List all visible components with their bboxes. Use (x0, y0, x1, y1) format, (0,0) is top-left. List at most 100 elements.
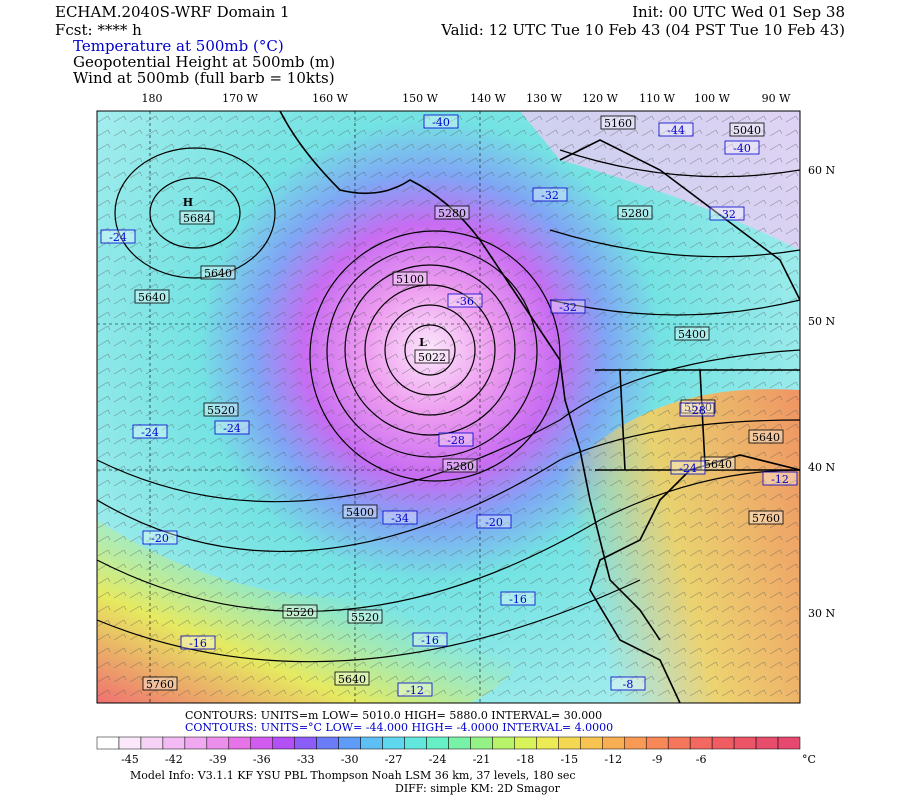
height-label: 5160 (604, 117, 632, 130)
colorbar-unit: °C (802, 753, 816, 766)
longitude-label: 140 W (470, 92, 506, 105)
colorbar-label: -36 (253, 753, 271, 766)
height-label: 5640 (204, 267, 232, 280)
temperature-label-box (500, 591, 536, 606)
height-label-box (142, 676, 178, 691)
field-temperature: Temperature at 500mb (°C) (73, 37, 284, 55)
colorbar-swatch (206, 736, 230, 750)
height-label: 5280 (438, 207, 466, 220)
colorbar-swatch (360, 736, 383, 750)
colorbar-swatch (755, 736, 779, 750)
colorbar-label: -30 (341, 753, 359, 766)
longitude-label: 120 W (582, 92, 618, 105)
colorbar-swatch (426, 736, 449, 750)
colorbar-label: -27 (385, 753, 403, 766)
temperature-label: -16 (421, 634, 439, 647)
temperature-label-box (412, 632, 448, 647)
init-time: Init: 00 UTC Wed 01 Sep 38 (632, 3, 845, 21)
colorbar-swatch (228, 736, 252, 750)
height-label-box (200, 265, 236, 280)
colorbar-label: -33 (297, 753, 315, 766)
temperature-label: -32 (559, 301, 577, 314)
field-wind: Wind at 500mb (full barb = 10kts) (73, 69, 335, 87)
longitude-label: 100 W (694, 92, 730, 105)
colorbar-swatch (624, 736, 647, 750)
height-label-box (414, 349, 450, 364)
colorbar-swatch (733, 736, 757, 750)
height-label-box (748, 429, 784, 444)
temperature-label-box (100, 229, 136, 244)
longitude-label: 170 W (222, 92, 258, 105)
height-label-box (334, 671, 370, 686)
diff-info: DIFF: simple KM: 2D Smagor (395, 782, 561, 795)
temperature-label: -24 (109, 231, 127, 244)
colorbar-label: -6 (696, 753, 707, 766)
height-label-box (748, 510, 784, 525)
temperature-label: -40 (733, 142, 751, 155)
colorbar-swatch (492, 736, 515, 750)
temperature-label-box (658, 122, 694, 137)
temperature-label: -32 (541, 189, 559, 202)
colorbar-swatch (96, 736, 120, 750)
longitude-label: 110 W (639, 92, 675, 105)
temperature-label-box (550, 299, 586, 314)
height-label: 5022 (418, 351, 446, 364)
height-label: 5280 (446, 460, 474, 473)
height-label-box (134, 289, 170, 304)
temperature-label: -28 (447, 434, 465, 447)
colorbar-swatch (777, 736, 801, 750)
height-label: 5400 (678, 328, 706, 341)
height-contour-info: CONTOURS: UNITS=m LOW= 5010.0 HIGH= 5880… (185, 709, 602, 722)
height-label-box (342, 504, 378, 519)
temperature-label: -12 (406, 684, 424, 697)
height-label: 5640 (704, 458, 732, 471)
colorbar-swatch (536, 736, 559, 750)
colorbar-swatch (689, 736, 713, 750)
temperature-label-box (709, 206, 745, 221)
height-label: 5040 (733, 124, 761, 137)
height-label-box (347, 609, 383, 624)
field-height: Geopotential Height at 500mb (m) (73, 53, 335, 71)
temperature-label: -40 (432, 116, 450, 129)
colorbar-swatch (382, 736, 405, 750)
temperature-label-box (382, 510, 418, 525)
temperature-label: -16 (189, 637, 207, 650)
latitude-label: 60 N (808, 164, 835, 177)
colorbar-swatch (118, 736, 142, 750)
colorbar-label: -15 (560, 753, 578, 766)
latitude-label: 50 N (808, 315, 835, 328)
height-label: 5640 (752, 431, 780, 444)
height-label-box (442, 458, 478, 473)
temperature-label-box (447, 293, 483, 308)
temperature-label: -28 (688, 404, 706, 417)
colorbar-label: -21 (473, 753, 491, 766)
colorbar-swatch (272, 736, 295, 750)
height-label: 5640 (138, 291, 166, 304)
colorbar-swatch (645, 736, 669, 750)
height-label: 5520 (351, 611, 379, 624)
height-label: 5100 (396, 273, 424, 286)
height-label: 5400 (346, 506, 374, 519)
colorbar-swatch (667, 736, 691, 750)
temperature-label-box (438, 432, 474, 447)
temperature-label-box (423, 114, 459, 129)
height-label: 5640 (338, 673, 366, 686)
height-label: 5760 (752, 512, 780, 525)
temperature-label-box (214, 420, 250, 435)
temperature-label-box (132, 424, 168, 439)
temperature-label: -8 (623, 678, 634, 691)
temperature-label-box (679, 402, 715, 417)
height-label-box (392, 271, 428, 286)
colorbar-swatch (711, 736, 735, 750)
model-info: Model Info: V3.1.1 KF YSU PBL Thompson N… (130, 769, 576, 782)
temperature-label-box (142, 530, 178, 545)
colorbar-swatch (470, 736, 493, 750)
height-label-box (617, 205, 653, 220)
temperature-label: -32 (718, 208, 736, 221)
colorbar-swatch (162, 736, 186, 750)
temperature-label: -12 (771, 473, 789, 486)
map-frame (96, 110, 801, 704)
temperature-label-box (610, 676, 646, 691)
height-label-box (203, 402, 239, 417)
